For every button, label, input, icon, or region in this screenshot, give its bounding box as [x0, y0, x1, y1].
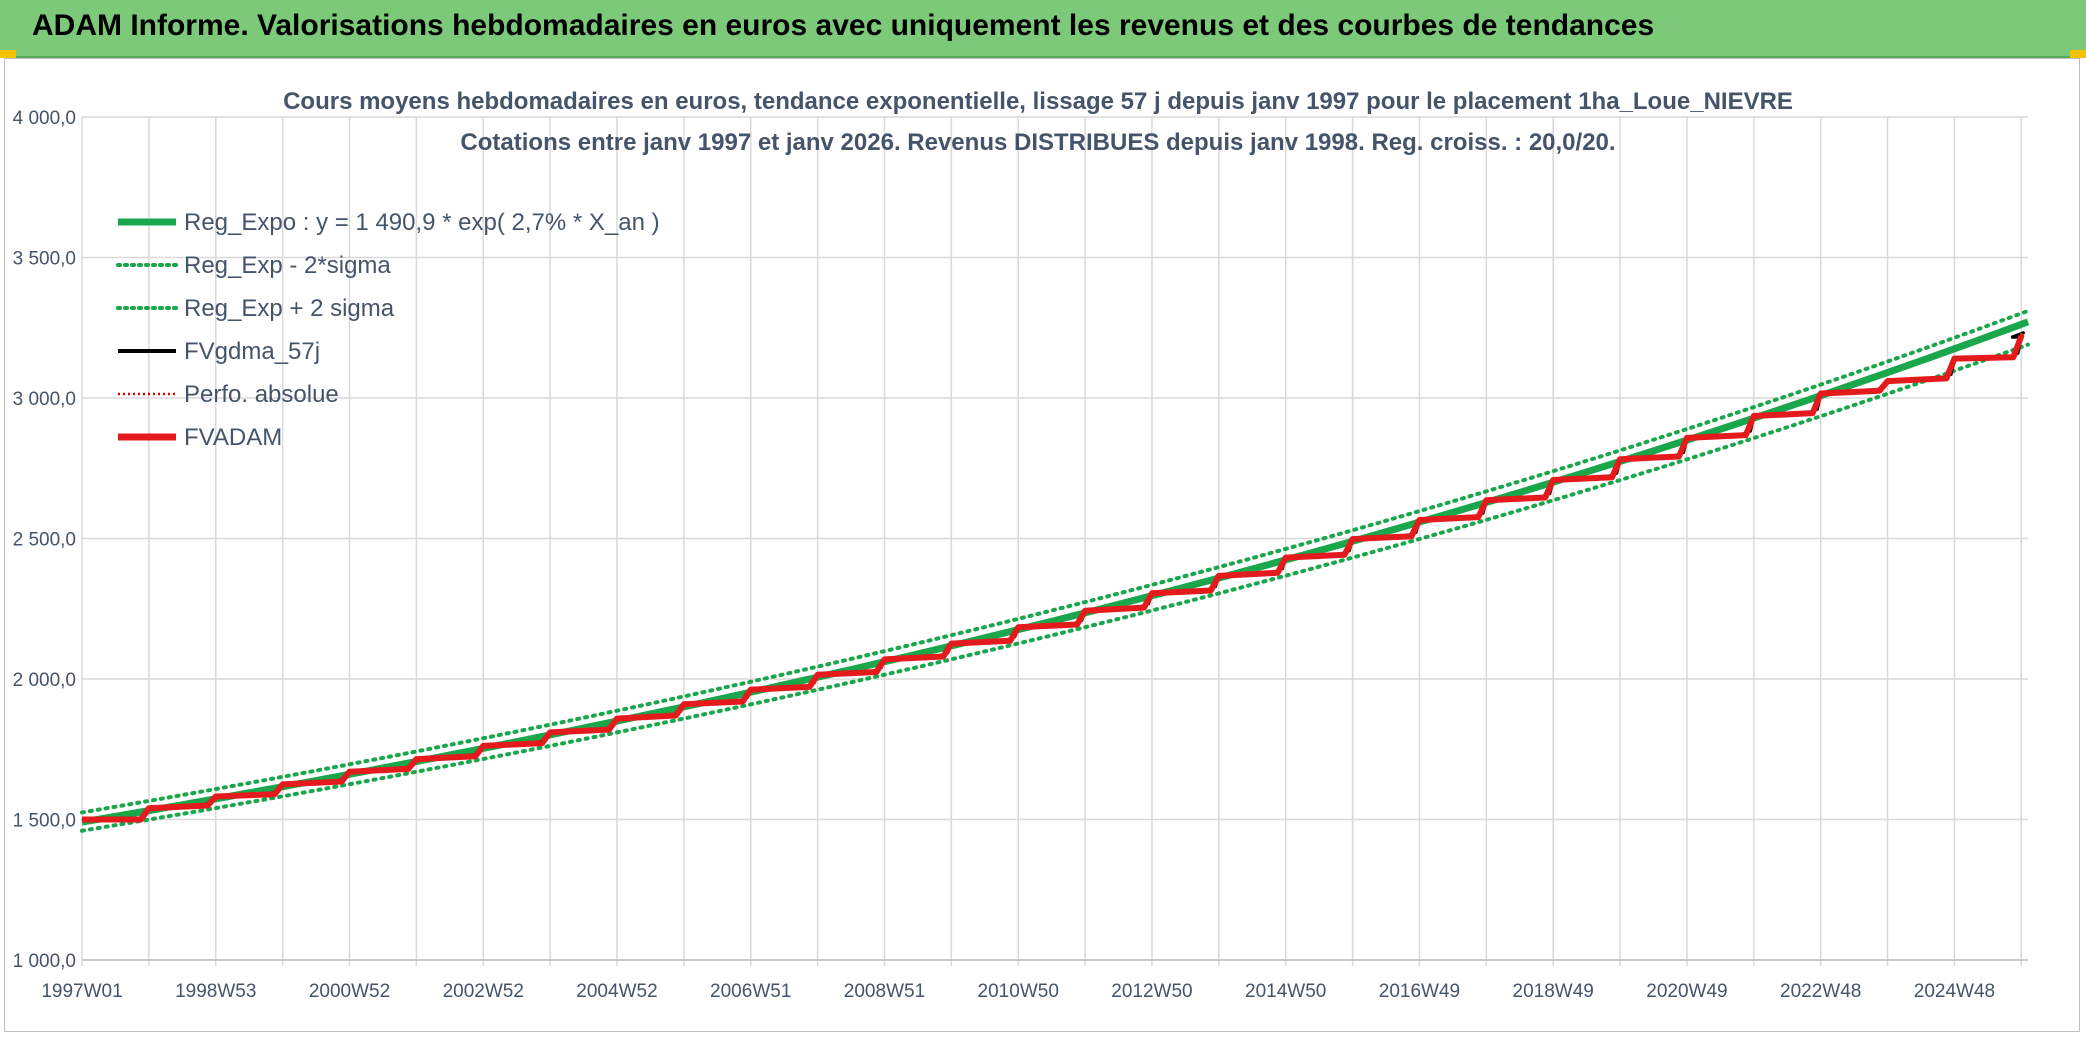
- y-tick-label: 2 000,0: [13, 670, 76, 691]
- x-tick-label: 2002W52: [443, 981, 524, 1002]
- legend-label: Reg_Expo : y = 1 490,9 * exp( 2,7% * X_a…: [184, 209, 660, 236]
- chart-subtitle: Cotations entre janv 1997 et janv 2026. …: [460, 129, 1615, 156]
- y-tick-label: 3 000,0: [13, 389, 76, 410]
- x-tick-label: 2010W50: [978, 981, 1059, 1002]
- x-tick-label: 1998W53: [175, 981, 256, 1002]
- x-tick-label: 2000W52: [309, 981, 390, 1002]
- y-tick-label: 4 000,0: [13, 108, 76, 129]
- legend-label: FVgdma_57j: [184, 338, 320, 365]
- x-axis: 1997W01 1998W53 2000W52 2002W52 2004W52 2006W…: [41, 981, 1995, 1002]
- x-tick-label: 1997W01: [41, 981, 122, 1002]
- report-banner: ADAM Informe. Valorisations hebdomadaire…: [0, 0, 2086, 58]
- x-tick-label: 2016W49: [1379, 981, 1460, 1002]
- report-title: ADAM Informe. Valorisations hebdomadaire…: [32, 9, 1655, 42]
- legend-label: Perfo. absolue: [184, 381, 339, 408]
- plot-area: [80, 308, 2030, 833]
- y-axis: 1 000,0 1 500,0 2 000,0 2 500,0 3 000,0 3 500…: [13, 108, 76, 972]
- x-tick-label: 2024W48: [1914, 981, 1995, 1002]
- x-tick-label: 2006W51: [710, 981, 791, 1002]
- series-reg-expo: [81, 318, 2030, 826]
- series-fvgdma-57j: [82, 330, 2026, 823]
- y-tick-label: 2 500,0: [13, 530, 76, 551]
- x-tick-label: 2014W50: [1245, 981, 1326, 1002]
- y-tick-label: 1 500,0: [13, 811, 76, 832]
- series-reg-exp-minus-2sigma: [80, 342, 2030, 833]
- legend-label: FVADAM: [184, 424, 282, 451]
- chart-title: Cours moyens hebdomadaires en euros, ten…: [283, 88, 1793, 115]
- x-tick-label: 2020W49: [1646, 981, 1727, 1002]
- series-fvadam: [82, 333, 2025, 823]
- series-reg-exp-plus-2sigma: [80, 308, 2030, 815]
- x-tick-label: 2008W51: [844, 981, 925, 1002]
- y-tick-label: 3 500,0: [13, 249, 76, 270]
- y-tick-label: 1 000,0: [13, 951, 76, 972]
- x-tick-label: 2004W52: [576, 981, 657, 1002]
- legend-label: Reg_Exp + 2 sigma: [184, 295, 395, 322]
- corner-accent-right: [2070, 50, 2086, 58]
- x-tick-label: 2018W49: [1513, 981, 1594, 1002]
- legend: Reg_Expo : y = 1 490,9 * exp( 2,7% * X_a…: [116, 209, 660, 451]
- x-tick-label: 2012W50: [1111, 981, 1192, 1002]
- chart-frame: [4, 58, 2080, 1032]
- corner-accent-left: [0, 50, 16, 58]
- x-tick-label: 2022W48: [1780, 981, 1861, 1002]
- legend-label: Reg_Exp - 2*sigma: [184, 252, 391, 279]
- grid: [81, 116, 2028, 966]
